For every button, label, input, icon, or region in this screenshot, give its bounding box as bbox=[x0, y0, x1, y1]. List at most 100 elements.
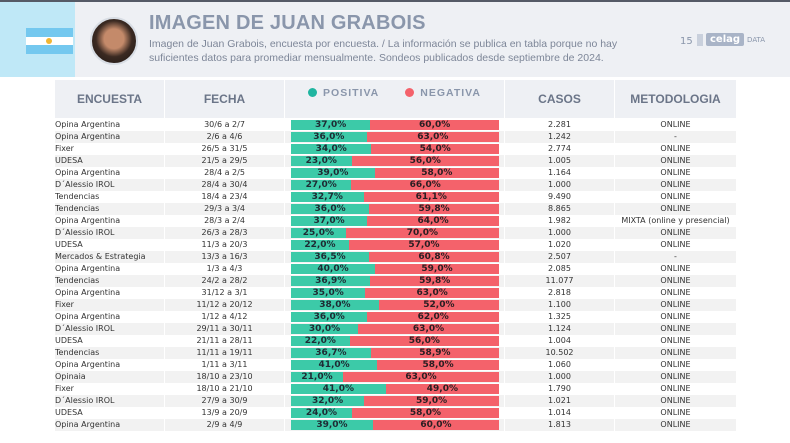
metodologia-cell: ONLINE bbox=[615, 383, 737, 395]
metodologia-cell: ONLINE bbox=[615, 407, 737, 419]
fecha-cell: 31/12 a 3/1 bbox=[165, 287, 285, 299]
bar-negativa: 56,0% bbox=[349, 336, 499, 346]
encuesta-cell: D´Alessio IROL bbox=[55, 395, 165, 407]
bar-cell: 40,0% 59,0% bbox=[285, 263, 505, 275]
bar-negativa: 59,8% bbox=[370, 276, 499, 286]
stacked-bar: 23,0% 56,0% bbox=[291, 156, 499, 166]
bar-positiva: 22,0% bbox=[291, 240, 349, 250]
legend-negativa: NEGATIVA bbox=[405, 87, 481, 99]
stacked-bar: 41,0% 49,0% bbox=[291, 384, 499, 394]
casos-cell: 1.014 bbox=[505, 407, 615, 419]
fecha-cell: 21/11 a 28/11 bbox=[165, 335, 285, 347]
fecha-cell: 21/5 a 29/5 bbox=[165, 155, 285, 167]
bar-cell: 37,0% 64,0% bbox=[285, 215, 505, 227]
encuesta-cell: Opina Argentina bbox=[55, 419, 165, 431]
encuesta-cell: Tendencias bbox=[55, 275, 165, 287]
metodologia-cell: ONLINE bbox=[615, 275, 737, 287]
metodologia-cell: ONLINE bbox=[615, 359, 737, 371]
encuesta-cell: Opina Argentina bbox=[55, 287, 165, 299]
fecha-cell: 28/4 a 2/5 bbox=[165, 167, 285, 179]
table-row: Tendencias 29/3 a 3/4 36,0% 59,8% 8.865 ONLIN… bbox=[55, 203, 737, 215]
bar-negativa: 52,0% bbox=[378, 300, 499, 310]
bar-positiva: 36,7% bbox=[291, 348, 371, 358]
bar-positiva: 36,0% bbox=[291, 204, 370, 214]
bar-positiva: 37,0% bbox=[291, 120, 371, 130]
table-row: Opina Argentina 28/4 a 2/5 39,0% 58,0% 1.164… bbox=[55, 167, 737, 179]
bar-cell: 34,0% 54,0% bbox=[285, 143, 505, 155]
bar-cell: 30,0% 63,0% bbox=[285, 323, 505, 335]
metodologia-cell: ONLINE bbox=[615, 287, 737, 299]
logo-text: celag bbox=[706, 33, 745, 46]
bar-negativa: 62,0% bbox=[367, 312, 499, 322]
table-row: UDESA 21/11 a 28/11 22,0% 56,0% 1.004 ONLINE bbox=[55, 335, 737, 347]
legend: POSITIVA NEGATIVA bbox=[285, 80, 505, 118]
bar-negativa: 63,0% bbox=[343, 372, 499, 382]
stacked-bar: 34,0% 54,0% bbox=[291, 144, 499, 154]
bar-cell: 36,0% 62,0% bbox=[285, 311, 505, 323]
table-row: Mercados & Estrategia 13/3 a 16/3 36,5% 60,… bbox=[55, 251, 737, 263]
bar-negativa: 59,0% bbox=[364, 396, 499, 406]
col-encuesta: ENCUESTA bbox=[55, 80, 165, 118]
encuesta-cell: Tendencias bbox=[55, 191, 165, 203]
table-row: Opina Argentina 1/11 a 3/11 41,0% 58,0% 1.06… bbox=[55, 359, 737, 371]
fecha-cell: 30/6 a 2/7 bbox=[165, 119, 285, 131]
bar-negativa: 63,0% bbox=[366, 132, 499, 142]
celag-logo: celag DATA bbox=[697, 33, 765, 46]
table-row: Fixer 26/5 a 31/5 34,0% 54,0% 2.774 ONLINE bbox=[55, 143, 737, 155]
stacked-bar: 36,7% 58,9% bbox=[291, 348, 499, 358]
bar-cell: 21,0% 63,0% bbox=[285, 371, 505, 383]
fecha-cell: 28/4 a 30/4 bbox=[165, 179, 285, 191]
encuesta-cell: Fixer bbox=[55, 143, 165, 155]
fecha-cell: 13/9 a 20/9 bbox=[165, 407, 285, 419]
fecha-cell: 24/2 a 28/2 bbox=[165, 275, 285, 287]
encuesta-cell: D´Alessio IROL bbox=[55, 323, 165, 335]
encuesta-cell: D´Alessio IROL bbox=[55, 227, 165, 239]
col-fecha: FECHA bbox=[165, 80, 285, 118]
casos-cell: 1.000 bbox=[505, 179, 615, 191]
metodologia-cell: ONLINE bbox=[615, 323, 737, 335]
encuesta-cell: Mercados & Estrategia bbox=[55, 251, 165, 263]
casos-cell: 2.774 bbox=[505, 143, 615, 155]
stacked-bar: 36,9% 59,8% bbox=[291, 276, 499, 286]
bar-negativa: 59,8% bbox=[369, 204, 499, 214]
casos-cell: 1.242 bbox=[505, 131, 615, 143]
page-title: IMAGEN DE JUAN GRABOIS bbox=[149, 12, 426, 34]
bar-negativa: 60,8% bbox=[369, 252, 499, 262]
fecha-cell: 11/3 a 20/3 bbox=[165, 239, 285, 251]
table-row: Opina Argentina 2/6 a 4/6 36,0% 63,0% 1.242- bbox=[55, 131, 737, 143]
table-row: Opina Argentina 2/9 a 4/9 39,0% 60,0% 1.813 O… bbox=[55, 419, 737, 431]
stacked-bar: 36,0% 63,0% bbox=[291, 132, 499, 142]
bar-negativa: 66,0% bbox=[351, 180, 499, 190]
bar-cell: 36,5% 60,8% bbox=[285, 251, 505, 263]
metodologia-cell: ONLINE bbox=[615, 155, 737, 167]
encuesta-cell: UDESA bbox=[55, 335, 165, 347]
casos-cell: 1.982 bbox=[505, 215, 615, 227]
casos-cell: 8.865 bbox=[505, 203, 615, 215]
casos-cell: 1.020 bbox=[505, 239, 615, 251]
encuesta-cell: Opina Argentina bbox=[55, 311, 165, 323]
metodologia-cell: - bbox=[615, 131, 737, 143]
bar-cell: 38,0% 52,0% bbox=[285, 299, 505, 311]
bar-negativa: 58,9% bbox=[370, 348, 499, 358]
bar-negativa: 54,0% bbox=[371, 144, 499, 154]
casos-cell: 1.325 bbox=[505, 311, 615, 323]
metodologia-cell: ONLINE bbox=[615, 299, 737, 311]
encuesta-cell: Opina Argentina bbox=[55, 167, 165, 179]
casos-cell: 1.100 bbox=[505, 299, 615, 311]
logo-mark-icon bbox=[697, 33, 703, 46]
metodologia-cell: ONLINE bbox=[615, 179, 737, 191]
col-metodologia: METODOLOGIA bbox=[615, 80, 737, 118]
table-row: Opina Argentina 31/12 a 3/1 35,0% 63,0% 2.81… bbox=[55, 287, 737, 299]
fecha-cell: 29/3 a 3/4 bbox=[165, 203, 285, 215]
casos-cell: 1.164 bbox=[505, 167, 615, 179]
encuesta-cell: UDESA bbox=[55, 407, 165, 419]
metodologia-cell: ONLINE bbox=[615, 191, 737, 203]
encuesta-cell: UDESA bbox=[55, 155, 165, 167]
bar-cell: 32,7% 61,1% bbox=[285, 191, 505, 203]
stacked-bar: 21,0% 63,0% bbox=[291, 372, 499, 382]
table-row: Opina Argentina 28/3 a 2/4 37,0% 64,0% 1.982… bbox=[55, 215, 737, 227]
casos-cell: 1.000 bbox=[505, 371, 615, 383]
bar-positiva: 35,0% bbox=[291, 288, 366, 298]
bar-positiva: 41,0% bbox=[291, 360, 378, 370]
fecha-cell: 13/3 a 16/3 bbox=[165, 251, 285, 263]
